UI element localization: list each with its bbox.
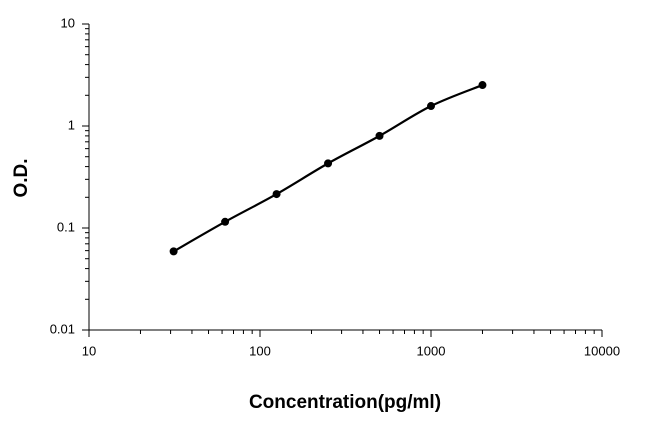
data-point xyxy=(272,190,281,199)
fit-curve xyxy=(173,84,483,253)
y-tick-label: 0.1 xyxy=(57,219,75,234)
data-point xyxy=(427,102,435,111)
data-point xyxy=(169,247,178,256)
data-point xyxy=(375,131,384,140)
y-tick-label: 1 xyxy=(68,117,75,132)
data-point xyxy=(478,81,487,90)
x-tick-label: 100 xyxy=(249,343,271,358)
data-point xyxy=(221,217,230,226)
y-axis-title: O.D. xyxy=(11,158,32,197)
x-tick-label: 1000 xyxy=(417,343,446,358)
y-tick-label: 0.01 xyxy=(50,321,75,336)
y-tick-label: 10 xyxy=(61,15,75,30)
x-tick-label: 10000 xyxy=(584,343,620,358)
x-tick-label: 10 xyxy=(82,343,96,358)
x-axis-title: Concentration(pg/ml) xyxy=(249,392,441,413)
data-point xyxy=(324,159,333,168)
